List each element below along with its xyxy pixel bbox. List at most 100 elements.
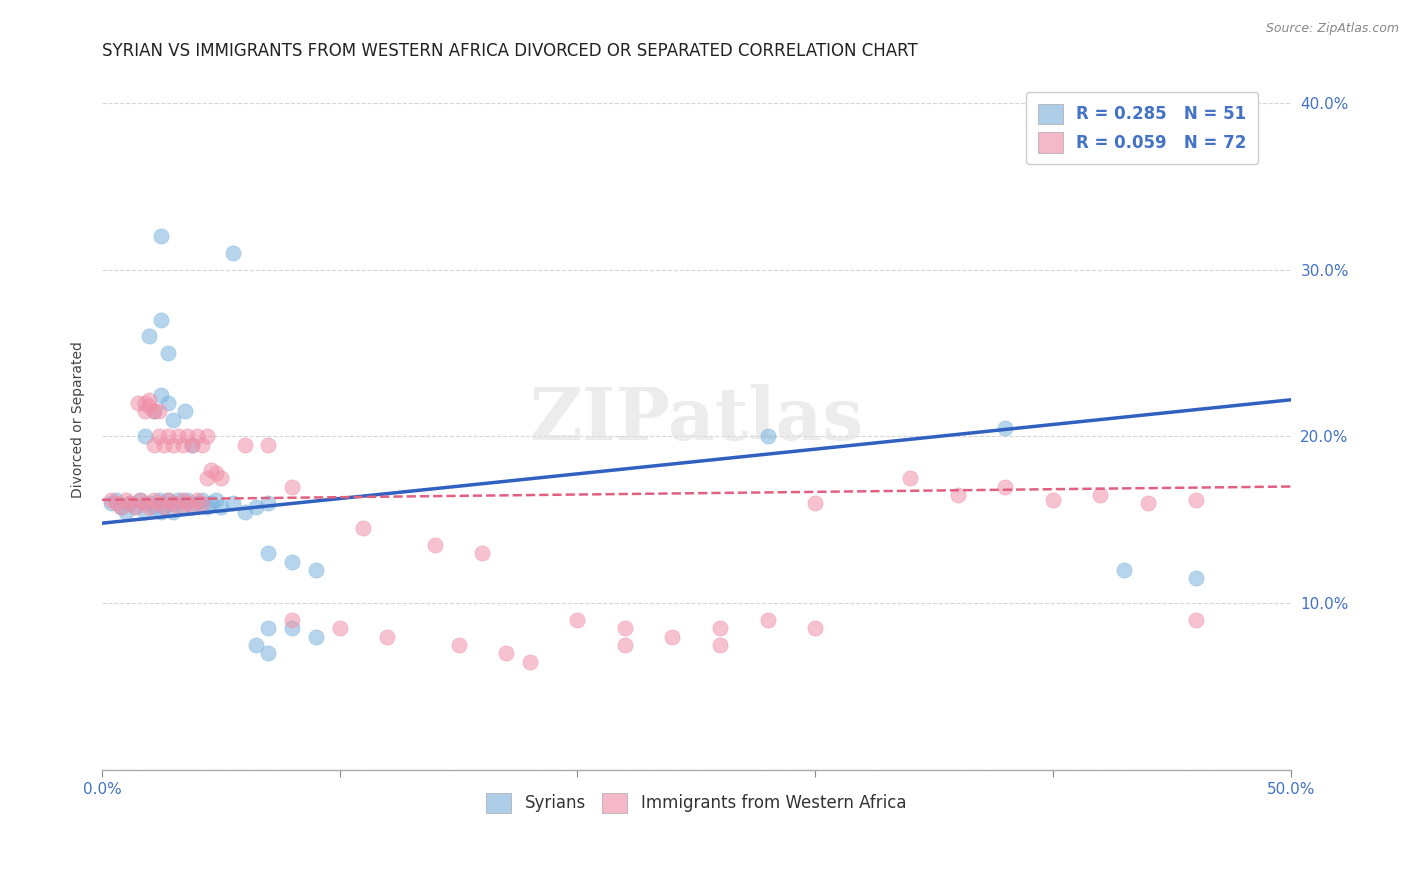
Point — [162, 504, 184, 518]
Point — [124, 500, 146, 514]
Point — [281, 479, 304, 493]
Point — [804, 496, 827, 510]
Point — [167, 429, 190, 443]
Point — [946, 488, 969, 502]
Point — [148, 492, 170, 507]
Point — [100, 496, 122, 510]
Point — [281, 613, 304, 627]
Point — [898, 471, 921, 485]
Point — [172, 438, 194, 452]
Point — [148, 496, 170, 510]
Point — [143, 500, 166, 514]
Point — [181, 500, 204, 514]
Point — [994, 421, 1017, 435]
Point — [167, 500, 190, 514]
Point — [257, 621, 280, 635]
Point — [495, 646, 517, 660]
Point — [1042, 492, 1064, 507]
Point — [138, 392, 160, 407]
Point — [221, 496, 243, 510]
Point — [157, 492, 180, 507]
Point — [150, 388, 173, 402]
Point — [172, 500, 194, 514]
Point — [567, 613, 589, 627]
Point — [105, 492, 128, 507]
Point — [613, 621, 636, 635]
Point — [233, 438, 256, 452]
Point — [100, 492, 122, 507]
Point — [257, 438, 280, 452]
Point — [129, 492, 152, 507]
Point — [143, 492, 166, 507]
Point — [134, 429, 156, 443]
Point — [305, 563, 328, 577]
Point — [114, 492, 136, 507]
Point — [519, 655, 541, 669]
Point — [120, 496, 142, 510]
Point — [150, 229, 173, 244]
Point — [447, 638, 470, 652]
Point — [148, 429, 170, 443]
Point — [190, 496, 212, 510]
Point — [209, 471, 232, 485]
Point — [756, 613, 779, 627]
Point — [152, 438, 174, 452]
Point — [186, 429, 208, 443]
Point — [245, 638, 267, 652]
Point — [143, 404, 166, 418]
Point — [162, 413, 184, 427]
Point — [195, 500, 218, 514]
Point — [162, 496, 184, 510]
Point — [162, 438, 184, 452]
Point — [152, 500, 174, 514]
Point — [138, 329, 160, 343]
Point — [110, 500, 132, 514]
Point — [1090, 488, 1112, 502]
Point — [120, 496, 142, 510]
Point — [157, 396, 180, 410]
Point — [157, 492, 180, 507]
Y-axis label: Divorced or Separated: Divorced or Separated — [72, 342, 86, 499]
Point — [157, 346, 180, 360]
Point — [162, 496, 184, 510]
Point — [661, 630, 683, 644]
Text: ZIPatlas: ZIPatlas — [529, 384, 863, 455]
Point — [176, 492, 198, 507]
Point — [257, 646, 280, 660]
Point — [423, 538, 446, 552]
Point — [134, 504, 156, 518]
Point — [167, 492, 190, 507]
Point — [181, 438, 204, 452]
Point — [176, 496, 198, 510]
Point — [176, 429, 198, 443]
Point — [375, 630, 398, 644]
Point — [305, 630, 328, 644]
Point — [127, 396, 149, 410]
Point — [186, 496, 208, 510]
Point — [281, 555, 304, 569]
Point — [138, 500, 160, 514]
Point — [756, 429, 779, 443]
Point — [172, 492, 194, 507]
Point — [148, 404, 170, 418]
Point — [245, 500, 267, 514]
Point — [134, 496, 156, 510]
Point — [195, 471, 218, 485]
Point — [200, 496, 222, 510]
Point — [329, 621, 352, 635]
Point — [114, 504, 136, 518]
Point — [1184, 571, 1206, 585]
Point — [205, 466, 228, 480]
Point — [209, 500, 232, 514]
Point — [143, 438, 166, 452]
Point — [257, 546, 280, 560]
Point — [613, 638, 636, 652]
Point — [129, 492, 152, 507]
Point — [134, 396, 156, 410]
Point — [281, 621, 304, 635]
Point — [143, 404, 166, 418]
Text: SYRIAN VS IMMIGRANTS FROM WESTERN AFRICA DIVORCED OR SEPARATED CORRELATION CHART: SYRIAN VS IMMIGRANTS FROM WESTERN AFRICA… — [101, 42, 918, 60]
Point — [174, 404, 197, 418]
Point — [190, 438, 212, 452]
Point — [138, 400, 160, 414]
